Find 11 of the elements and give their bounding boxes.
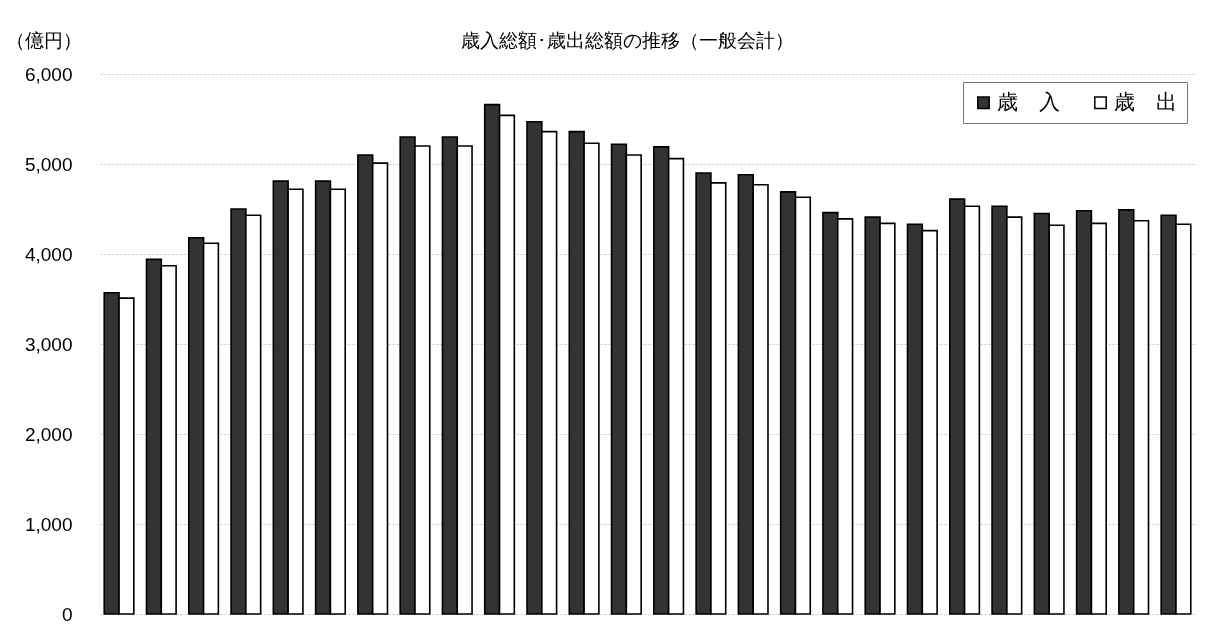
legend-label: 歳 入 [997, 89, 1060, 113]
y-tick-label: 0 [61, 603, 73, 625]
chart-title: 歳入総額･歳出総額の推移（一般会計） [461, 30, 794, 51]
y-tick-label: 1,000 [24, 513, 73, 535]
y-tick-label: 5,000 [24, 153, 73, 175]
y-tick-label: 3,000 [24, 333, 73, 355]
y-tick-label: 4,000 [24, 243, 73, 265]
y-axis-title: （億円） [5, 29, 82, 51]
legend-label: 歳 出 [1114, 89, 1177, 113]
y-tick-label: 2,000 [24, 423, 73, 445]
y-tick-label: 6,000 [24, 63, 73, 85]
